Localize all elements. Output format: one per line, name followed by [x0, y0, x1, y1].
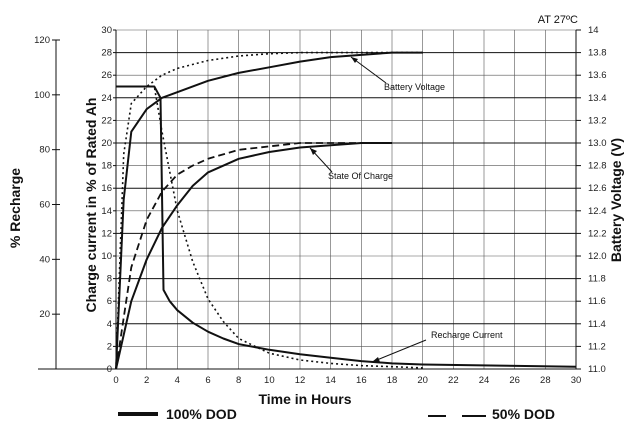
voltage-tick-label: 13.0 [588, 138, 607, 149]
voltage-tick-label: 13.4 [588, 93, 607, 104]
x-axis-title: Time in Hours [258, 391, 351, 407]
voltage-tick-label: 13.8 [588, 48, 607, 59]
x-tick-label: 4 [175, 375, 180, 386]
recharge-tick-label: 80 [39, 145, 50, 156]
recharge-tick-label: 20 [39, 309, 50, 320]
state-of-charge-arrowhead [310, 148, 317, 155]
series-group [115, 51, 577, 370]
voltage-tick-labels: 11.0 11.2 11.4 11.6 11.8 12.0 12.2 12.4 12.6 12.8… [576, 25, 607, 375]
x-tick-label: 6 [205, 375, 210, 386]
current-tick-label: 14 [101, 206, 112, 217]
x-tick-label: 22 [448, 375, 459, 386]
x-tick-label: 18 [387, 375, 398, 386]
series-recharge-current-50-dod [116, 85, 423, 369]
current-tick-label: 0 [107, 364, 112, 375]
current-tick-label: 8 [107, 274, 112, 285]
current-tick-label: 10 [101, 251, 112, 262]
current-tick-label: 12 [101, 228, 112, 239]
x-tick-labels: 0 2 4 6 8 10 12 14 16 18 20 22 24 26 28 30 [113, 375, 581, 386]
battery-voltage-pointer [350, 56, 387, 84]
annotation-state-of-charge: State Of Charge [328, 171, 393, 181]
series-state-of-charge-100-dod [115, 142, 392, 370]
current-tick-label: 28 [101, 48, 112, 59]
x-tick-label: 12 [295, 375, 306, 386]
voltage-axis-title: Battery Voltage (V) [608, 138, 624, 262]
x-tick-label: 10 [264, 375, 275, 386]
battery-voltage-arrowhead [351, 57, 358, 63]
recharge-current-pointer [371, 339, 427, 363]
x-tick-label: 0 [113, 375, 118, 386]
x-tick-label: 28 [540, 375, 551, 386]
x-tick-label: 20 [417, 375, 428, 386]
legend-label-50-dod: 50% DOD [492, 406, 555, 422]
voltage-tick-label: 13.2 [588, 115, 607, 126]
current-tick-label: 16 [101, 183, 112, 194]
voltage-tick-label: 12.2 [588, 228, 607, 239]
x-tick-label: 26 [509, 375, 520, 386]
grid [115, 29, 577, 370]
voltage-tick-label: 11.8 [588, 274, 606, 285]
series-battery-voltage-50-dod [115, 51, 423, 370]
voltage-tick-label: 13.6 [588, 70, 607, 81]
x-tick-label: 24 [479, 375, 490, 386]
current-tick-label: 24 [101, 93, 112, 104]
current-tick-label: 18 [101, 161, 112, 172]
voltage-tick-label: 12.6 [588, 183, 607, 194]
recharge-tick-label: 60 [39, 200, 50, 211]
current-axis-title: Charge current in % of Rated Ah [83, 98, 99, 313]
series-recharge-current-100-dod [116, 85, 577, 368]
current-tick-label: 20 [101, 138, 112, 149]
legend-label-100-dod: 100% DOD [166, 406, 237, 422]
recharge-tick-label: 100 [34, 90, 50, 101]
annotation-recharge-current: Recharge Current [431, 330, 503, 340]
x-tick-label: 8 [236, 375, 241, 386]
x-tick-label: 14 [325, 375, 336, 386]
current-tick-label: 22 [101, 115, 112, 126]
recharge-tick-label: 40 [39, 254, 50, 265]
current-tick-label: 2 [107, 341, 112, 352]
current-tick-label: 30 [101, 25, 112, 36]
voltage-tick-label: 11.0 [588, 364, 606, 375]
voltage-tick-label: 11.2 [588, 341, 606, 352]
recharge-tick-label: 120 [34, 35, 50, 46]
recharge-tick-labels: 20 40 60 80 100 120 [34, 35, 60, 320]
x-tick-label: 16 [356, 375, 367, 386]
x-tick-label: 2 [144, 375, 149, 386]
voltage-tick-label: 12.0 [588, 251, 607, 262]
annotation-battery-voltage: Battery Voltage [384, 82, 445, 92]
x-tick-label: 30 [571, 375, 582, 386]
voltage-tick-label: 11.6 [588, 296, 606, 307]
voltage-tick-label: 12.4 [588, 206, 607, 217]
voltage-tick-label: 14 [588, 25, 599, 36]
current-tick-label: 4 [107, 319, 112, 330]
current-tick-label: 6 [107, 296, 112, 307]
voltage-tick-label: 11.4 [588, 319, 606, 330]
voltage-tick-label: 12.8 [588, 161, 607, 172]
current-tick-label: 26 [101, 70, 112, 81]
series-state-of-charge-50-dod [115, 142, 392, 370]
recharge-current-arrowhead [372, 357, 380, 362]
condition-label: AT 27ºC [538, 14, 578, 26]
recharge-axis-title: % Recharge [7, 168, 23, 248]
